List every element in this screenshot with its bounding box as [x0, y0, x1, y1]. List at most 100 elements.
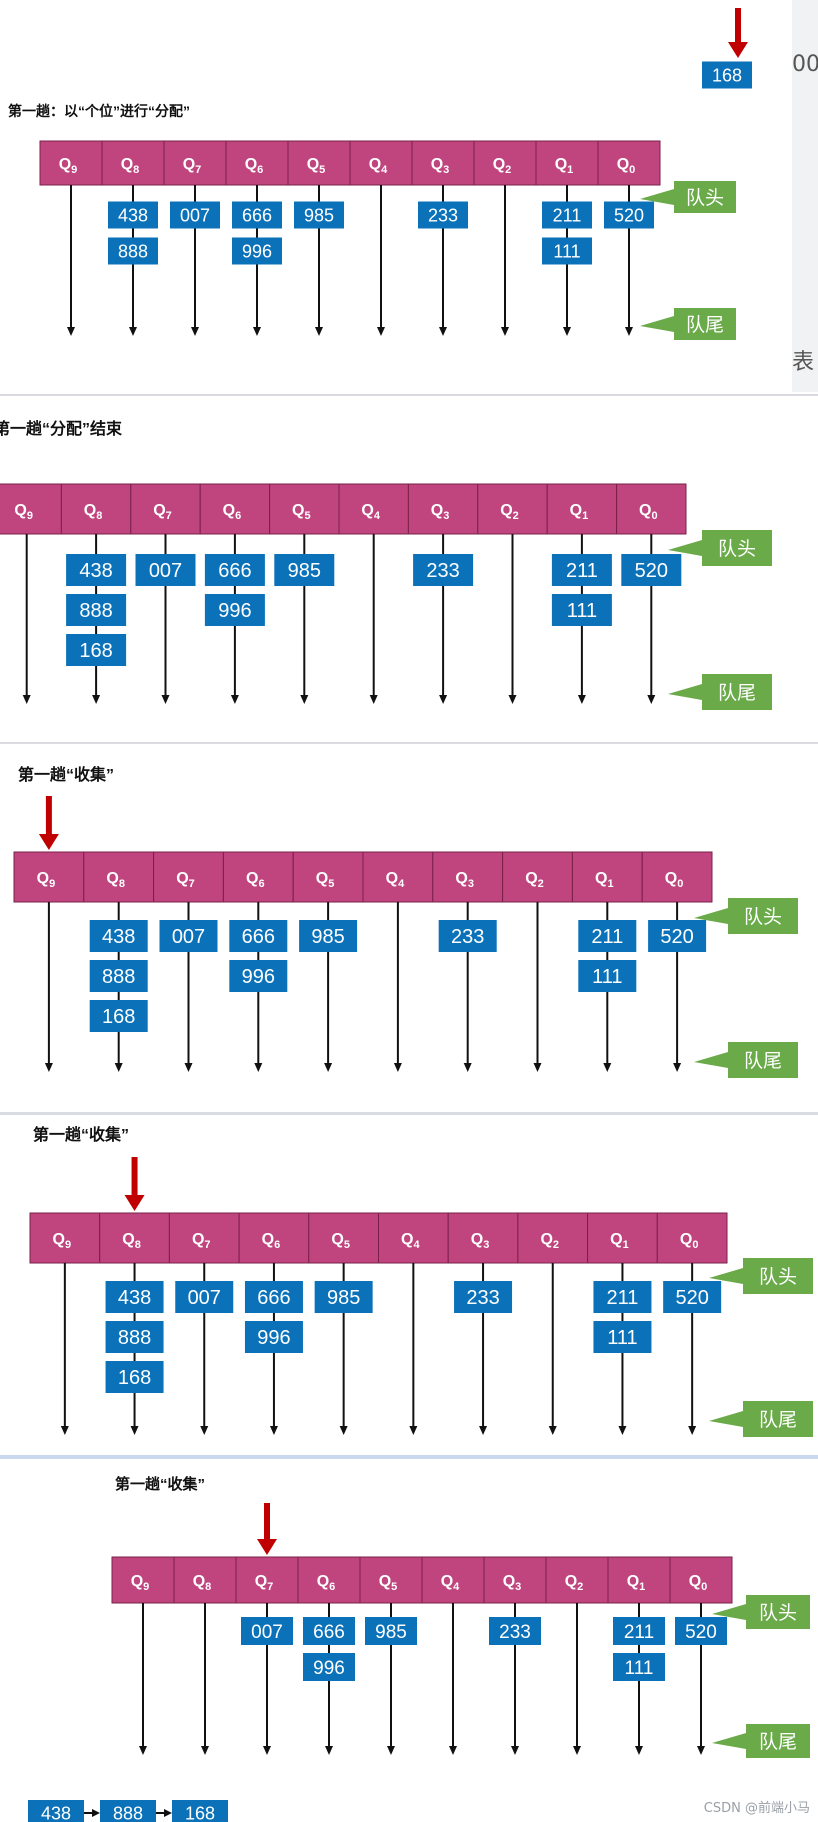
- queue-subscript: 8: [135, 1239, 141, 1251]
- arrow-head: [201, 1746, 209, 1755]
- panel-title: 第一趟“收集”: [18, 765, 114, 784]
- number-box-rect: [229, 920, 288, 952]
- arrow-head: [263, 1746, 271, 1755]
- side-fragment-top: 00: [792, 52, 818, 77]
- panel-title: 第一趟“收集”: [33, 1125, 129, 1144]
- panel-divider: [0, 1112, 818, 1115]
- queue-cell-q5: Q5: [359, 1556, 423, 1604]
- number-value: 996: [218, 600, 251, 622]
- tag-pointer: [640, 316, 674, 332]
- queue-letter: Q: [455, 870, 467, 887]
- number-value: 233: [451, 926, 484, 948]
- arrow-head: [688, 1426, 697, 1435]
- queue-label: Q1: [555, 156, 574, 176]
- queue-label: Q1: [627, 1573, 646, 1593]
- queue-letter: Q: [401, 1231, 413, 1248]
- diagram-panel-3: 第一趟“收集” Q9 Q8 Q7 Q6 Q5 Q4 Q3 Q2 Q1 Q0 438 888 168 007 6…: [0, 744, 818, 1112]
- number-box-rect: [232, 201, 282, 229]
- queue-subscript: 6: [329, 1581, 335, 1593]
- queue-subscript: 3: [443, 164, 449, 176]
- queue-subscript: 7: [189, 878, 195, 890]
- number-value: 438: [79, 560, 112, 582]
- queue-tag: 队尾: [668, 674, 772, 710]
- tag-box: [702, 530, 772, 566]
- queue-cell-q4: Q4: [338, 483, 409, 535]
- queue-subscript: 2: [505, 164, 511, 176]
- tag-label: 队头: [744, 906, 782, 928]
- queue-subscript: 5: [328, 878, 334, 890]
- pointer-arrow-head: [38, 834, 59, 850]
- number-value: 007: [180, 205, 210, 225]
- queue-label: Q6: [245, 156, 264, 176]
- arrow-head: [439, 695, 448, 704]
- queue-subscript: 9: [27, 510, 33, 522]
- number-box-rect: [604, 201, 654, 229]
- queue-label: Q6: [223, 502, 242, 522]
- queue-label: Q5: [307, 156, 326, 176]
- number-box: 888: [89, 960, 148, 992]
- number-box: 666: [229, 920, 288, 952]
- queue-cell-q6: Q6: [238, 1212, 310, 1264]
- queue-label: Q3: [503, 1573, 522, 1593]
- number-box: 985: [365, 1617, 417, 1645]
- queue-label: Q3: [471, 1231, 490, 1251]
- number-box-rect: [170, 201, 220, 229]
- arrow-head: [92, 695, 101, 704]
- number-value: 985: [288, 560, 321, 582]
- number-box: 211: [551, 554, 612, 586]
- number-value: 438: [118, 1287, 151, 1309]
- queue-tag: 队头: [709, 1258, 813, 1294]
- queue-label: Q1: [570, 502, 589, 522]
- queue-label: Q0: [639, 502, 658, 522]
- number-box: 233: [454, 1281, 513, 1313]
- queue-subscript: 3: [443, 510, 449, 522]
- queue-cell-q9: Q9: [0, 483, 62, 535]
- queue-cell-q8: Q8: [83, 851, 155, 903]
- tag-label: 队尾: [759, 1731, 797, 1753]
- queue-bar: Q9 Q8 Q7 Q6 Q5 Q4 Q3 Q2 Q1 Q0: [29, 1212, 728, 1264]
- queue-cell-rect: [587, 1212, 658, 1264]
- right-gutter-1: [792, 0, 818, 392]
- arrow-head: [501, 327, 509, 336]
- number-box-rect: [294, 201, 344, 229]
- queue-label: Q8: [84, 502, 103, 522]
- queue-subscript: 7: [166, 510, 172, 522]
- queue-letter: Q: [192, 1231, 204, 1248]
- queue-letter: Q: [193, 1573, 205, 1590]
- number-value: 233: [499, 1622, 531, 1643]
- tag-box: [743, 1401, 813, 1437]
- number-box: 520: [621, 554, 682, 586]
- queue-cell-q9: Q9: [13, 851, 85, 903]
- number-value: 520: [635, 560, 668, 582]
- number-box-rect: [274, 554, 335, 586]
- queue-subscript: 1: [623, 1239, 629, 1251]
- pointer-arrow-head: [728, 42, 748, 58]
- tag-pointer: [709, 1268, 743, 1284]
- queue-cell-q6: Q6: [199, 483, 271, 535]
- pointer-arrow-shaft: [45, 796, 52, 836]
- queue-label: Q7: [153, 502, 172, 522]
- number-box-rect: [229, 960, 288, 992]
- number-box: 111: [551, 594, 612, 626]
- number-box-rect: [28, 1800, 84, 1822]
- number-value: 007: [188, 1287, 221, 1309]
- queue-cell-q3: Q3: [483, 1556, 547, 1604]
- number-box-rect: [100, 1800, 156, 1822]
- queue-cell-rect: [349, 140, 413, 186]
- number-value: 666: [242, 926, 275, 948]
- queue-cell-q9: Q9: [111, 1556, 175, 1604]
- queue-label: Q4: [369, 156, 388, 176]
- tag-label: 队头: [686, 187, 724, 209]
- number-box: 996: [229, 960, 288, 992]
- arrow-head: [139, 1746, 147, 1755]
- queue-subscript: 9: [143, 1581, 149, 1593]
- queue-label: Q0: [680, 1231, 699, 1251]
- queue-cell-rect: [571, 851, 643, 903]
- number-box: 996: [204, 594, 265, 626]
- tag-label: 队头: [718, 538, 756, 560]
- number-value: 211: [553, 205, 582, 225]
- number-value: 111: [607, 1327, 637, 1349]
- arrow-head: [647, 695, 656, 704]
